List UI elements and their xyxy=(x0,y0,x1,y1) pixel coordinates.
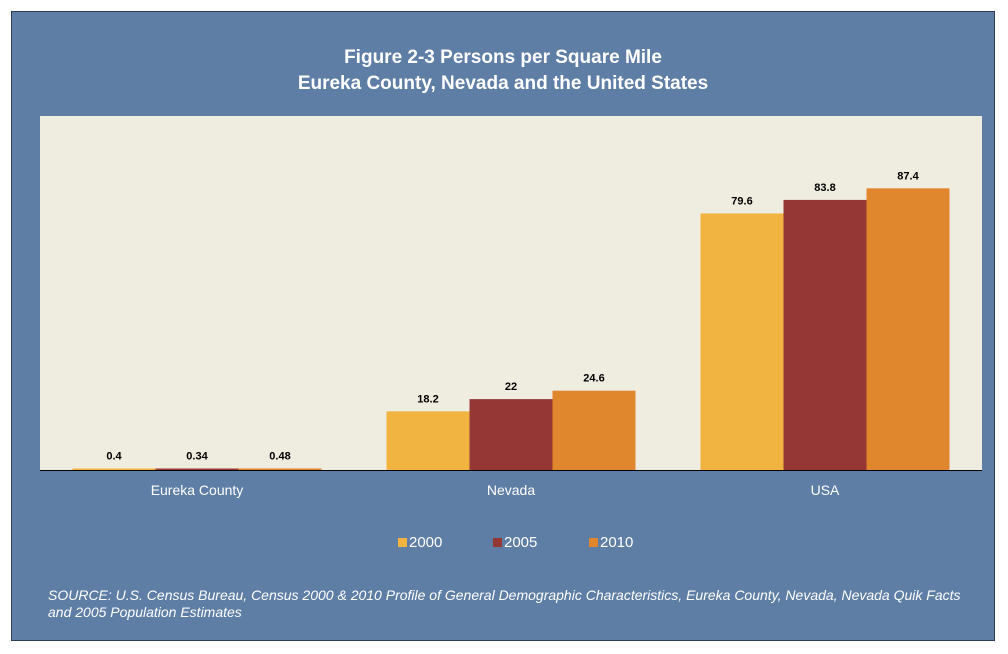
bar-2005-usa xyxy=(783,199,867,470)
data-label-2010-usa: 87.4 xyxy=(897,170,919,182)
legend-label-2000: 2000 xyxy=(409,534,443,551)
legend-item-2000: 2000 xyxy=(398,534,442,551)
legend-swatch-2000 xyxy=(398,538,407,547)
chart-title-line-2: Eureka County, Nevada and the United Sta… xyxy=(297,73,709,94)
x-tick-label-nevada: Nevada xyxy=(487,482,535,498)
chart-title: Figure 2-3 Persons per Square Mile Eurek… xyxy=(12,45,994,97)
legend-swatch-2010 xyxy=(589,538,598,547)
data-label-2010-eureka-county: 0.48 xyxy=(269,450,290,462)
data-label-2000-usa: 79.6 xyxy=(731,195,752,207)
data-label-2005-eureka-county: 0.34 xyxy=(186,451,208,463)
source-note: SOURCE: U.S. Census Bureau, Census 2000 … xyxy=(48,587,961,620)
data-label-2000-nevada: 18.2 xyxy=(417,393,438,405)
legend-swatch-2005 xyxy=(493,538,502,547)
bar-2010-eureka-county xyxy=(238,468,322,470)
chart-frame: Figure 2-3 Persons per Square Mile Eurek… xyxy=(11,11,995,641)
data-label-2010-nevada: 24.6 xyxy=(583,373,604,385)
legend-label-2005: 2005 xyxy=(504,534,538,551)
chart-title-line-1: Figure 2-3 Persons per Square Mile xyxy=(344,47,662,68)
legend-label-2010: 2010 xyxy=(600,534,634,551)
legend-item-2010: 2010 xyxy=(589,534,633,551)
bar-2005-nevada xyxy=(469,399,553,470)
bar-chart: 0.4 0.34 0.48 Eureka County 18.2 22 24.6 Nevada… xyxy=(40,170,982,498)
legend-item-2005: 2005 xyxy=(493,534,537,551)
x-tick-label-usa: USA xyxy=(811,482,840,498)
bar-2000-nevada xyxy=(386,411,470,470)
x-tick-label-eureka-county: Eureka County xyxy=(151,482,244,498)
data-label-2005-usa: 83.8 xyxy=(814,182,835,194)
bar-2010-usa xyxy=(866,188,950,470)
legend: 2000 2005 2010 xyxy=(12,534,994,554)
bar-2010-nevada xyxy=(552,390,636,470)
bar-2000-usa xyxy=(700,213,784,470)
bar-2005-eureka-county xyxy=(155,468,239,470)
data-label-2000-eureka-county: 0.4 xyxy=(106,451,122,463)
data-label-2005-nevada: 22 xyxy=(505,381,517,393)
bar-2000-eureka-county xyxy=(72,468,156,470)
